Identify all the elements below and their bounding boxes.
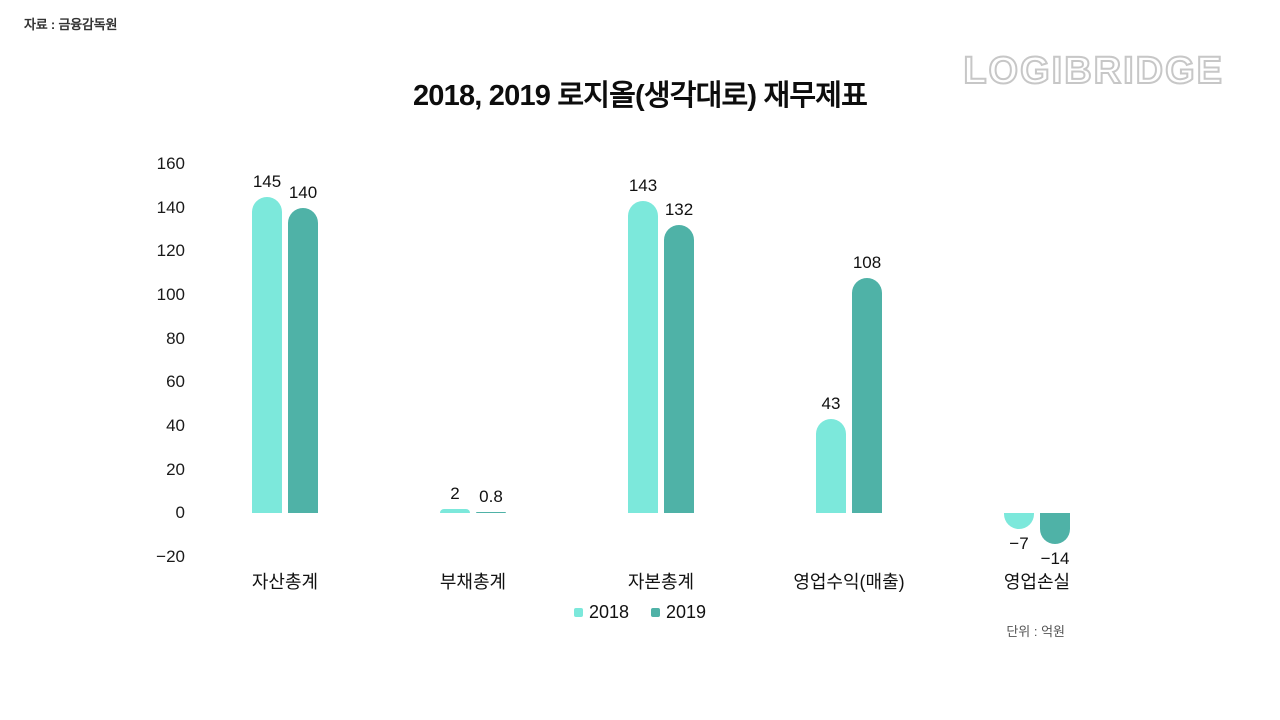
bar-2019 (476, 511, 506, 514)
category-label: 영업손실 (1003, 572, 1071, 592)
legend-label: 2018 (588, 602, 629, 622)
y-axis-tick-label: 80 (166, 328, 185, 348)
bar-2019 (1040, 513, 1070, 544)
bar-value-label: 108 (852, 252, 882, 272)
bar-value-label: 132 (664, 200, 694, 220)
legend-item-2019: 2019 (651, 602, 706, 623)
bar-2018 (1004, 513, 1034, 529)
y-axis-tick-label: 100 (156, 285, 185, 304)
legend-swatch (573, 608, 583, 617)
y-axis-tick-label: 120 (156, 241, 185, 261)
y-axis-tick-label: 160 (156, 154, 185, 173)
y-axis-tick-label: 140 (156, 197, 185, 217)
category-label: 부채총계 (439, 572, 507, 592)
legend-item-2018: 2018 (573, 602, 629, 623)
chart-title: 2018, 2019 로지올(생각대로) 재무제표 (412, 80, 868, 112)
y-axis-tick-label: −20 (156, 547, 185, 566)
bar-value-label: −7 (1009, 533, 1029, 553)
bar-2018 (816, 419, 846, 514)
logibridge-logo: LOGIBRIDGE (962, 49, 1224, 93)
y-axis-tick-label: 40 (166, 416, 185, 435)
y-axis-tick-label: 20 (166, 459, 185, 479)
bar-2018 (628, 201, 658, 514)
category-label: 자산총계 (251, 572, 319, 592)
y-axis-tick-label: 0 (175, 503, 185, 523)
bar-2018 (252, 196, 282, 514)
bar-value-label: 145 (252, 171, 282, 191)
bar-2018 (440, 508, 470, 514)
bar-value-label: 2 (450, 483, 460, 503)
chart-legend: 2018 2019 (0, 602, 1280, 623)
bar-value-label: 143 (628, 176, 658, 196)
bar-2019 (664, 225, 694, 514)
bar-value-label: 43 (821, 394, 841, 414)
y-axis-tick-label: 60 (166, 372, 185, 392)
category-label: 자본총계 (627, 572, 695, 592)
source-note: 자료 : 금융감독원 (24, 17, 118, 32)
legend-label: 2019 (666, 602, 707, 622)
legend-swatch (651, 608, 660, 617)
bar-value-label: 0.8 (479, 486, 503, 506)
bar-2019 (852, 277, 882, 514)
bar-2019 (288, 207, 318, 514)
bar-value-label: 140 (288, 182, 318, 202)
unit-note: 단위 : 억원 (1006, 624, 1065, 639)
category-label: 영업수익(매출) (793, 572, 905, 592)
bar-value-label: −14 (1040, 548, 1070, 568)
